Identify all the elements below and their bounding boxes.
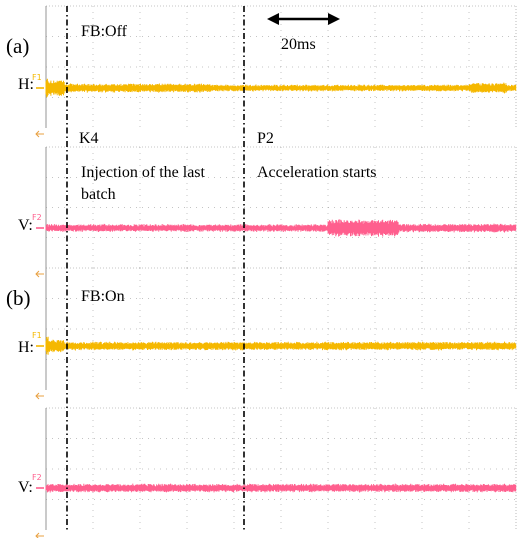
trace-h-signal [45, 78, 517, 98]
panel-label-a: (a) [6, 34, 30, 58]
left-arrow-icon [35, 270, 44, 278]
channel-label-h-b: H: [18, 339, 34, 356]
feedback-label-b: FB:On [81, 288, 125, 305]
left-arrow-icon [35, 392, 44, 400]
left-arrow-icon [35, 130, 44, 138]
scale-bar-label: 20ms [281, 36, 316, 53]
channel-tag: F2 [32, 213, 42, 222]
trace-v-signal [45, 483, 517, 493]
channel-label-v-a: V: [18, 217, 33, 234]
marker-label-k4: K4 [79, 130, 99, 147]
channel-tag: F1 [32, 73, 42, 82]
channel-tag: F1 [32, 331, 42, 340]
feedback-label-a: FB:Off [81, 23, 127, 40]
channel-tag: F2 [32, 473, 42, 482]
channel-label-v-b: V: [18, 479, 33, 496]
double-arrow-icon [328, 13, 340, 25]
marker-label-p2: P2 [257, 130, 274, 147]
trace-h-signal [45, 336, 517, 355]
trace-v-signal [45, 219, 517, 237]
panel-label-b: (b) [6, 286, 31, 310]
channel-label-h-a: H: [18, 76, 34, 93]
annotation-injection: Injection of the last batch [81, 164, 205, 203]
left-arrow-icon [35, 532, 44, 540]
annotation-acceleration: Acceleration starts [257, 164, 377, 181]
double-arrow-icon [267, 13, 279, 25]
